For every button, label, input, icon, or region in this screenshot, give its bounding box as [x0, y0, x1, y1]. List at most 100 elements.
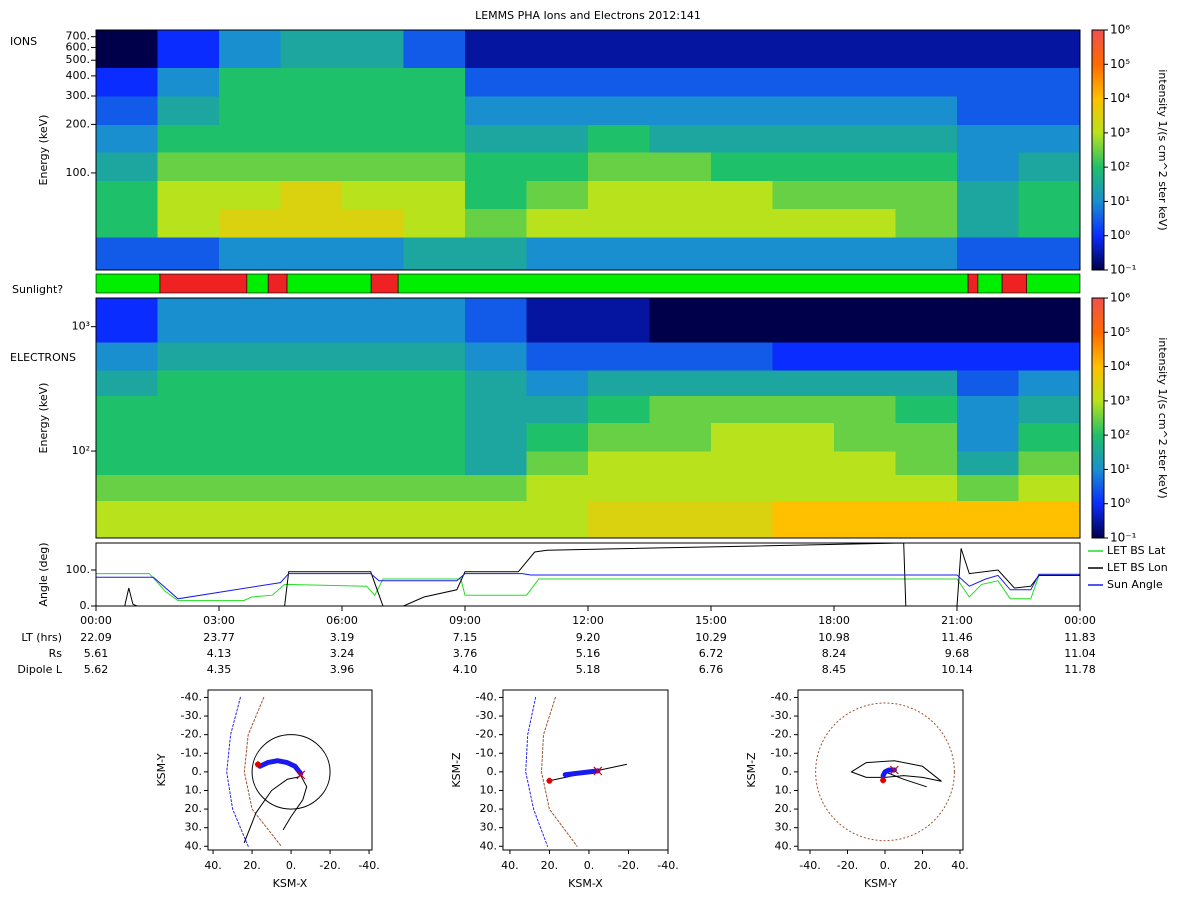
heatmap-cell: [526, 500, 589, 539]
y-tick-label: 400.: [66, 69, 91, 82]
heatmap-cell: [649, 151, 712, 181]
heatmap-cell: [711, 237, 773, 271]
heatmap-cell: [219, 474, 281, 502]
colorbar-tick-label: 10⁶: [1110, 291, 1130, 305]
heatmap-cell: [219, 67, 281, 97]
sunlight-segment: [967, 273, 979, 294]
heatmap-cell: [157, 422, 220, 452]
heatmap-cell: [1018, 395, 1081, 423]
ephemeris-value: 3.24: [330, 647, 355, 660]
x-tick-label: 20.: [541, 859, 559, 872]
x-tick-label: 40.: [501, 859, 519, 872]
heatmap-cell: [772, 298, 835, 343]
ephemeris-label: Rs: [49, 647, 63, 660]
x-tick-label: 0.: [584, 859, 595, 872]
ephemeris-value: 9.20: [576, 631, 601, 644]
heatmap-cell: [219, 298, 281, 343]
heatmap-cell: [649, 369, 712, 396]
orbit-marker: [296, 770, 306, 780]
heatmap-cell: [895, 237, 958, 271]
heatmap-cell: [834, 237, 896, 271]
heatmap-cell: [342, 237, 404, 271]
heatmap-cell: [834, 500, 896, 539]
heatmap-cell: [772, 500, 835, 539]
heatmap-cell: [526, 151, 589, 181]
orbit-path: [884, 771, 927, 788]
heatmap-cell: [280, 298, 343, 343]
ephemeris-value: 11.83: [1064, 631, 1096, 644]
heatmap-cell: [1018, 208, 1081, 238]
y-tick-label: 300.: [66, 89, 91, 102]
heatmap-cell: [465, 124, 527, 153]
heatmap-cell: [96, 151, 158, 181]
heatmap-cell: [772, 237, 835, 271]
heatmap-cell: [465, 451, 527, 475]
ephemeris-value: 3.76: [453, 647, 478, 660]
heatmap-cell: [157, 298, 220, 343]
heatmap-cell: [342, 395, 404, 423]
heatmap-cell: [1018, 67, 1081, 97]
heatmap-cell: [1018, 124, 1081, 153]
heatmap-cell: [895, 395, 958, 423]
x-tick-label: 00:00: [80, 614, 112, 627]
heatmap-cell: [834, 124, 896, 153]
x-tick-label: 0.: [286, 859, 297, 872]
heatmap-cell: [157, 124, 220, 153]
heatmap-cell: [465, 30, 527, 69]
x-tick-label: -20.: [618, 859, 639, 872]
heatmap-cell: [96, 30, 158, 69]
heatmap-cell: [342, 208, 404, 238]
heatmap-cell: [342, 342, 404, 371]
heatmap-cell: [711, 124, 773, 153]
heatmap-cell: [526, 474, 589, 502]
heatmap-cell: [403, 474, 466, 502]
y-tick-label: 0.: [487, 765, 498, 778]
heatmap-cell: [157, 500, 220, 539]
ephemeris-value: 10.14: [941, 663, 973, 676]
heatmap-cell: [526, 342, 589, 371]
heatmap-cell: [649, 422, 712, 452]
y-tick-label: -10.: [476, 746, 497, 759]
x-tick-label: 20.: [243, 859, 261, 872]
orbit-path: [282, 775, 308, 830]
heatmap-cell: [649, 67, 712, 97]
heatmap-cell: [96, 474, 158, 502]
heatmap-cell: [649, 180, 712, 210]
x-tick-label: 40.: [951, 859, 969, 872]
heatmap-cell: [465, 298, 527, 343]
heatmap-cell: [895, 422, 958, 452]
heatmap-cell: [957, 422, 1019, 452]
sunlight-segment: [246, 273, 269, 294]
heatmap-cell: [219, 500, 281, 539]
heatmap-cell: [711, 500, 773, 539]
heatmap-cell: [772, 180, 835, 210]
heatmap-cell: [526, 180, 589, 210]
legend-label: LET BS Lon: [1107, 561, 1168, 574]
orbit-path: [243, 696, 282, 847]
heatmap-cell: [403, 369, 466, 396]
colorbar-tick-label: 10³: [1110, 125, 1130, 139]
ephemeris-value: 5.61: [84, 647, 109, 660]
y-tick-label: 20.: [185, 802, 203, 815]
heatmap-cell: [96, 451, 158, 475]
heatmap-cell: [649, 451, 712, 475]
heatmap-cell: [957, 298, 1019, 343]
angle-line: [96, 573, 1080, 600]
panel-label: IONS: [10, 35, 37, 48]
heatmap-cell: [957, 151, 1019, 181]
y-axis-label: KSM-Z: [450, 752, 463, 788]
heatmap-cell: [1018, 422, 1081, 452]
orbit-path: [541, 696, 578, 847]
y-tick-label: 600.: [66, 40, 91, 53]
heatmap-cell: [526, 124, 589, 153]
heatmap-cell: [526, 298, 589, 343]
y-tick-label: 40.: [480, 839, 498, 852]
y-tick-label: 30.: [480, 821, 498, 834]
x-tick-label: 0.: [880, 859, 891, 872]
heatmap-cell: [772, 369, 835, 396]
heatmap-cell: [526, 67, 589, 97]
ephemeris-value: 4.13: [207, 647, 232, 660]
y-axis-label: Energy (keV): [37, 115, 50, 186]
heatmap-cell: [403, 124, 466, 153]
heatmap-cell: [711, 422, 773, 452]
